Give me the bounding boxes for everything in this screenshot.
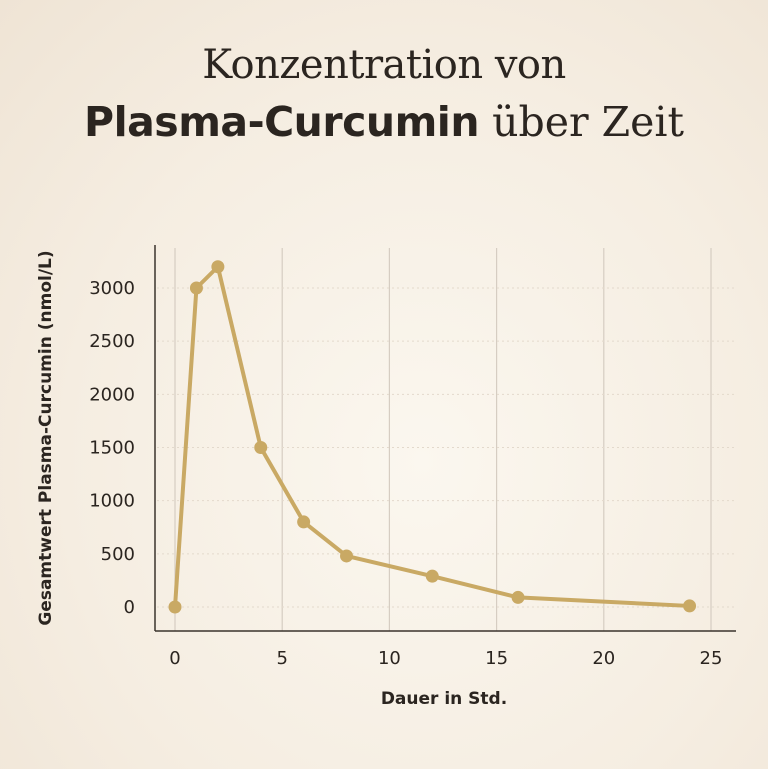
x-axis-label: Dauer in Std. — [381, 689, 507, 709]
chart-title-line1: Konzentration von — [202, 42, 566, 88]
data-point — [254, 441, 268, 454]
data-point — [297, 515, 311, 529]
data-point — [425, 569, 439, 583]
chart-title-line2: Plasma-Curcumin über Zeit — [0, 98, 768, 146]
data-point — [511, 590, 525, 604]
y-tick-label: 1500 — [89, 438, 135, 459]
y-tick-label: 2000 — [89, 384, 135, 405]
data-point — [189, 281, 203, 295]
y-tick-label: 0 — [124, 597, 135, 618]
y-tick-label: 500 — [101, 544, 135, 565]
data-point — [340, 549, 354, 563]
y-tick-label: 2500 — [89, 331, 135, 352]
data-point — [683, 599, 697, 613]
y-tick-label: 1000 — [89, 491, 135, 512]
x-tick-label: 10 — [378, 648, 401, 669]
chart-title-bold: Plasma-Curcumin — [84, 98, 480, 146]
x-tick-label: 20 — [592, 648, 615, 669]
x-tick-label: 25 — [700, 648, 723, 669]
x-tick-label: 0 — [169, 648, 180, 669]
data-point — [168, 600, 182, 614]
x-tick-label: 15 — [485, 648, 508, 669]
y-axis-label: Gesamtwert Plasma-Curcumin (nmol/L) — [36, 250, 56, 625]
chart-title-rest: über Zeit — [479, 98, 684, 146]
y-tick-label: 3000 — [89, 278, 135, 299]
data-line — [173, 264, 690, 608]
data-point — [211, 260, 225, 274]
x-tick-label: 5 — [276, 648, 287, 669]
